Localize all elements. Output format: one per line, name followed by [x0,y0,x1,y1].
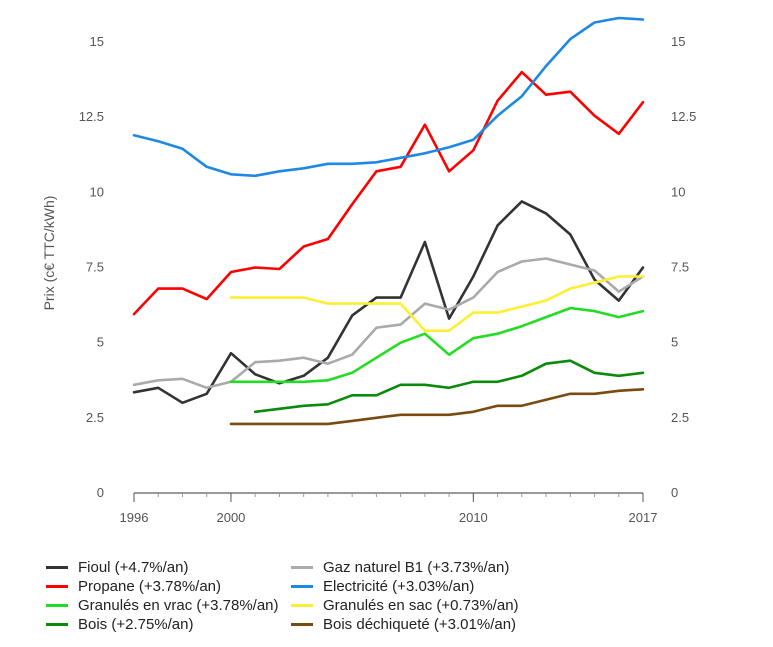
legend-label: Granulés en sac (+0.73%/an) [323,597,519,614]
x-tick-label: 1996 [120,510,149,525]
legend-row: Granulés en vrac (+3.78%/an) Granulés en … [46,596,766,615]
y-tick-label-left: 12.5 [79,109,104,124]
y-tick-label-right: 2.5 [671,410,689,425]
legend-swatch [291,604,313,607]
legend-swatch [46,585,68,588]
legend-label: Bois (+2.75%/an) [78,616,194,633]
legend-swatch [291,623,313,626]
legend-item: Granulés en sac (+0.73%/an) [291,597,519,614]
y-axis-right-ticks: 0 2.5 5 7.5 10 12.5 15 [671,34,696,500]
legend-item: Bois déchiqueté (+3.01%/an) [291,616,516,633]
legend-swatch [291,585,313,588]
legend-item: Granulés en vrac (+3.78%/an) [46,597,291,614]
series-line-4 [229,306,645,384]
y-tick-label-right: 10 [671,184,685,199]
y-axis-title: Prix (c€ TTC/kWh) [41,196,57,311]
series-line-1 [132,257,645,390]
legend-label: Granulés en vrac (+3.78%/an) [78,597,279,614]
series-line-0 [132,200,645,405]
x-axis-ticks: 1996 2000 2010 2017 [120,493,658,525]
y-tick-label-left: 2.5 [86,410,104,425]
legend-swatch [291,566,313,569]
y-tick-label-left: 10 [90,184,104,199]
legend-swatch [46,566,68,569]
series-lines [132,16,645,426]
legend-item: Gaz naturel B1 (+3.73%/an) [291,559,509,576]
y-tick-label-left: 15 [90,34,104,49]
y-tick-label-right: 15 [671,34,685,49]
y-tick-label-left: 0 [97,485,104,500]
series-line-7 [229,388,645,426]
series-line-2 [132,70,645,316]
series-line-5 [229,275,645,332]
y-tick-label-right: 0 [671,485,678,500]
y-axis-left-ticks: 0 2.5 5 7.5 10 12.5 15 [79,34,104,500]
legend-label: Electricité (+3.03%/an) [323,578,475,595]
y-tick-label-right: 7.5 [671,260,689,275]
y-tick-label-right: 5 [671,335,678,350]
legend-label: Fioul (+4.7%/an) [78,559,189,576]
legend-swatch [46,623,68,626]
line-chart: 0 2.5 5 7.5 10 12.5 15 0 2.5 5 7.5 10 12.5 15 1996 20… [41,16,696,525]
y-tick-label-left: 5 [97,335,104,350]
legend-label: Bois déchiqueté (+3.01%/an) [323,616,517,633]
legend-label: Gaz naturel B1 (+3.73%/an) [323,559,510,576]
legend: Fioul (+4.7%/an) Gaz naturel B1 (+3.73%/a… [46,558,766,634]
legend-row: Bois (+2.75%/an) Bois déchiqueté (+3.01%/… [46,615,766,634]
x-tick-label: 2010 [459,510,488,525]
y-tick-label-left: 7.5 [86,260,104,275]
series-line-6 [253,359,645,414]
legend-row: Propane (+3.78%/an) Electricité (+3.03%/a… [46,577,766,596]
legend-item: Bois (+2.75%/an) [46,616,291,633]
x-tick-label: 2000 [216,510,245,525]
legend-item: Propane (+3.78%/an) [46,578,291,595]
series-line-3 [132,16,645,178]
legend-item: Fioul (+4.7%/an) [46,559,291,576]
legend-row: Fioul (+4.7%/an) Gaz naturel B1 (+3.73%/a… [46,558,766,577]
legend-item: Electricité (+3.03%/an) [291,578,474,595]
y-tick-label-right: 12.5 [671,109,696,124]
legend-swatch [46,604,68,607]
legend-label: Propane (+3.78%/an) [78,578,222,595]
x-tick-label: 2017 [629,510,658,525]
